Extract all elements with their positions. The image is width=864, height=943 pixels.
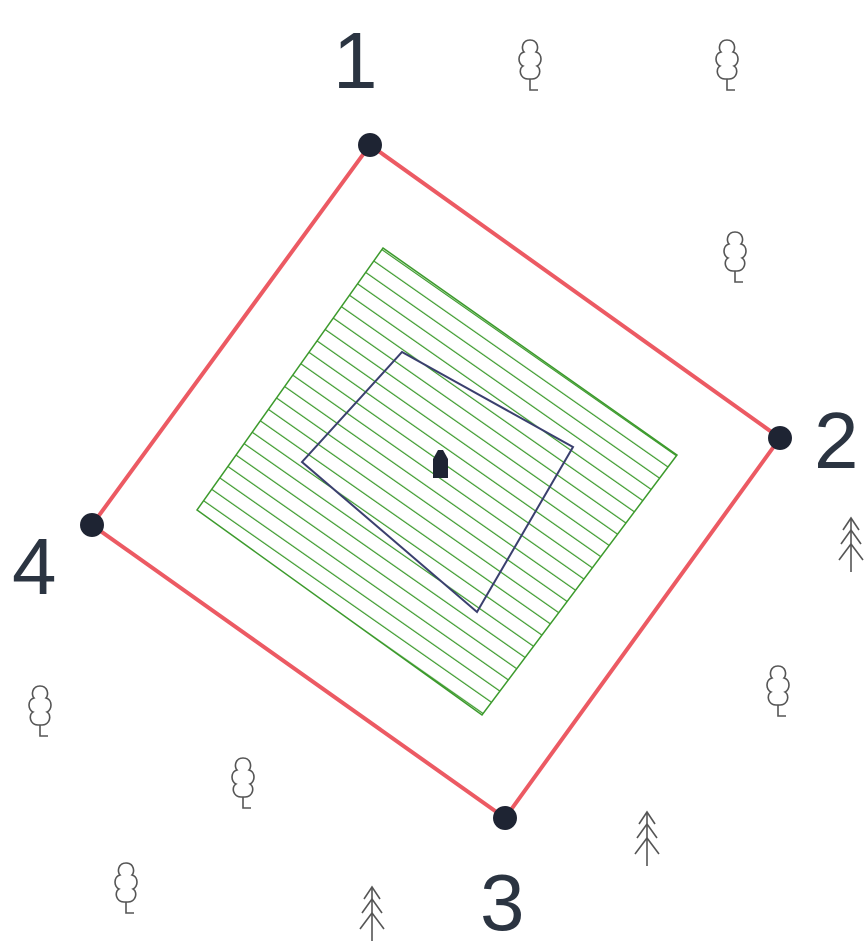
corner-label-3: 3 bbox=[480, 858, 525, 943]
corner-label-4: 4 bbox=[12, 522, 57, 611]
deciduous-tree-icon bbox=[518, 39, 542, 91]
conifer-tree-icon bbox=[838, 517, 864, 573]
building-footprint-outline bbox=[300, 350, 575, 614]
corner-marker-1 bbox=[358, 133, 382, 157]
deciduous-tree-icon bbox=[231, 757, 255, 809]
deciduous-tree-icon bbox=[114, 862, 138, 914]
corner-label-2: 2 bbox=[814, 396, 859, 485]
conifer-tree-icon bbox=[634, 811, 660, 867]
deciduous-tree-icon bbox=[723, 231, 747, 283]
conifer-tree-icon bbox=[359, 886, 385, 942]
corner-label-1: 1 bbox=[333, 16, 378, 105]
deciduous-tree-icon bbox=[28, 685, 52, 737]
hatched-area bbox=[195, 246, 679, 717]
corner-marker-3 bbox=[493, 806, 517, 830]
building-icon bbox=[433, 450, 448, 478]
corner-marker-4 bbox=[80, 513, 104, 537]
deciduous-tree-icon bbox=[766, 665, 790, 717]
deciduous-tree-icon bbox=[715, 39, 739, 91]
corner-marker-2 bbox=[768, 426, 792, 450]
